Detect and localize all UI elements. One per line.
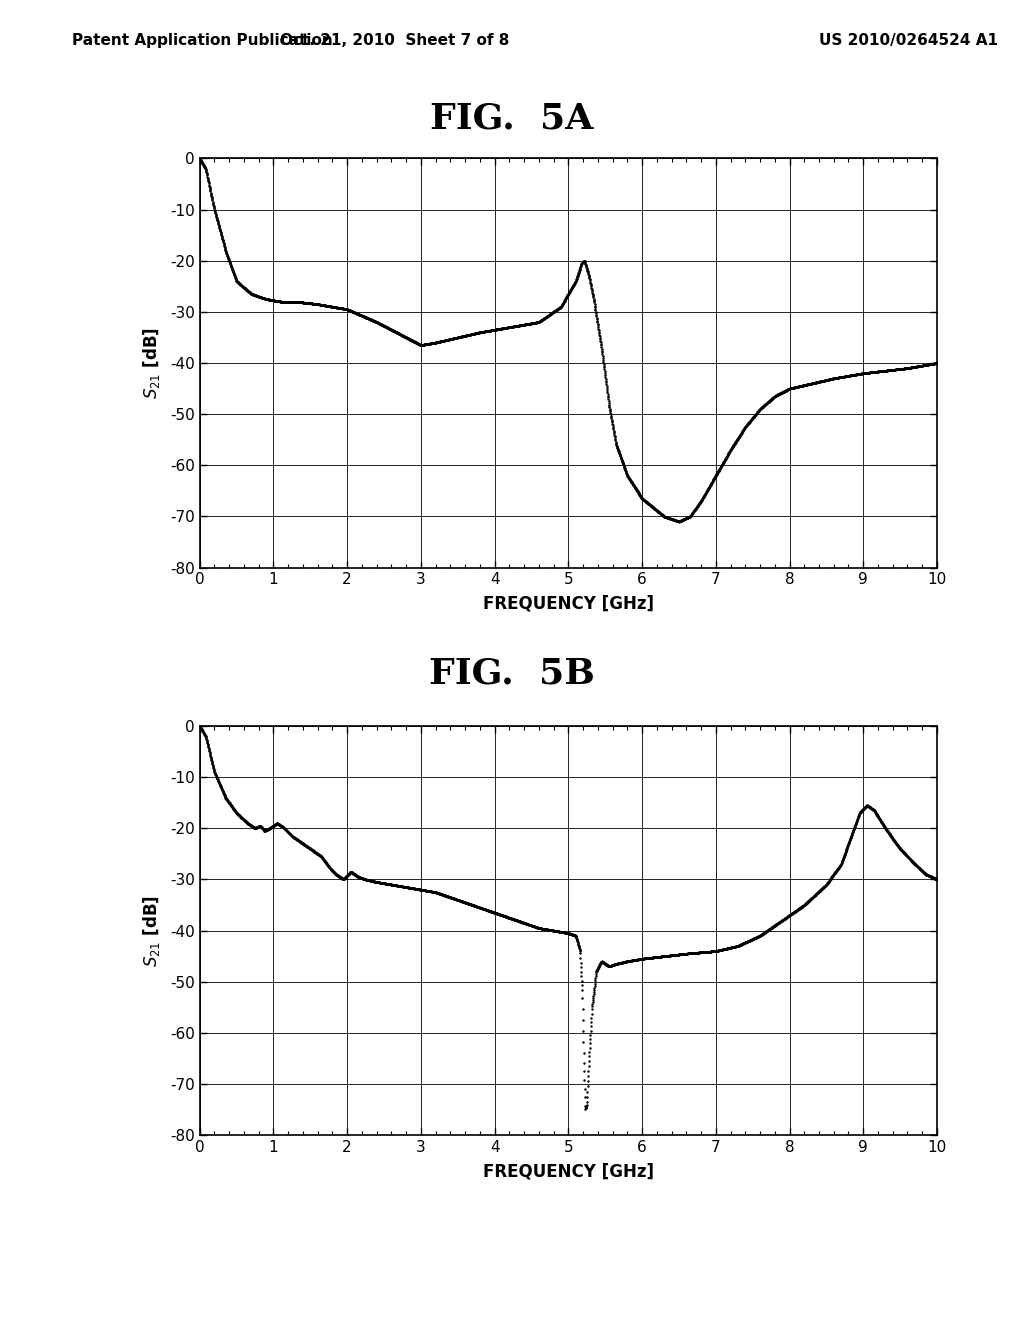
Text: FIG.  5B: FIG. 5B bbox=[429, 656, 595, 690]
Text: FIG.  5A: FIG. 5A bbox=[430, 102, 594, 136]
X-axis label: FREQUENCY [GHz]: FREQUENCY [GHz] bbox=[483, 594, 653, 612]
Text: US 2010/0264524 A1: US 2010/0264524 A1 bbox=[819, 33, 998, 48]
Y-axis label: $S_{21}$ [dB]: $S_{21}$ [dB] bbox=[140, 327, 162, 399]
X-axis label: FREQUENCY [GHz]: FREQUENCY [GHz] bbox=[483, 1162, 653, 1180]
Y-axis label: $S_{21}$ [dB]: $S_{21}$ [dB] bbox=[140, 895, 162, 966]
Text: Oct. 21, 2010  Sheet 7 of 8: Oct. 21, 2010 Sheet 7 of 8 bbox=[280, 33, 509, 48]
Text: Patent Application Publication: Patent Application Publication bbox=[72, 33, 333, 48]
